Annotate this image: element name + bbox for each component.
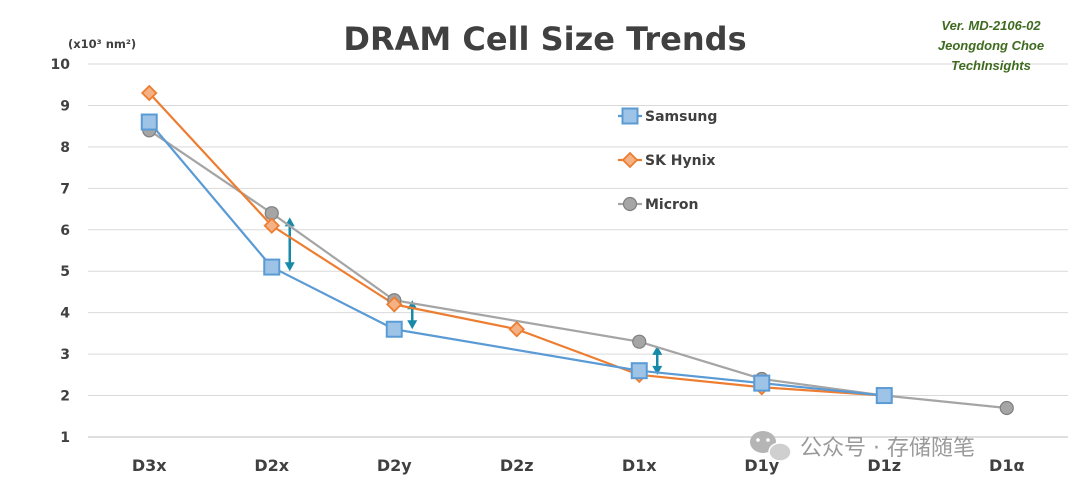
x-tick-label: D2z [500, 456, 534, 475]
gap-arrow-head-up [652, 345, 663, 355]
data-point-micron [632, 334, 647, 349]
watermark-text: 公众号 · 存储随笔 [800, 436, 975, 461]
gap-arrow-head-down [407, 320, 418, 330]
version-note: Ver. MD-2106-02 Jeongdong Choe TechInsig… [938, 18, 1044, 73]
legend: Samsung SK Hynix Micron [618, 107, 717, 213]
legend-label: Micron [645, 197, 699, 213]
x-tick-label: D1y [744, 456, 779, 475]
y-tick-label: 2 [60, 389, 70, 405]
y-tick-label: 10 [51, 57, 71, 73]
gap-arrow [652, 345, 663, 375]
chart-title: DRAM Cell Size Trends [343, 20, 746, 58]
legend-label: Samsung [645, 109, 717, 125]
x-tick-label: D2x [254, 456, 289, 475]
y-tick-label: 5 [60, 264, 70, 280]
axes: 1 2 3 4 5 6 7 8 9 10 D3x D2x D2y D2z D1x D1y D1z D1α [51, 57, 1025, 475]
x-tick-label: D3x [132, 456, 167, 475]
version-note-line: Jeongdong Choe [938, 38, 1044, 53]
legend-marker [621, 107, 639, 125]
data-point-micron [999, 400, 1014, 416]
legend-marker [622, 196, 638, 212]
legend-item-sk-hynix: SK Hynix [618, 151, 715, 169]
gridlines [88, 63, 1068, 438]
legend-item-micron: Micron [618, 196, 699, 213]
watermark: 公众号 · 存储随笔 [750, 431, 975, 462]
data-point-sk-hynix [508, 320, 526, 338]
gap-arrows [284, 217, 663, 375]
data-point-sk-hynix [140, 84, 158, 102]
data-point-samsung [140, 113, 158, 131]
data-point-sk-hynix [263, 217, 281, 234]
y-tick-label: 3 [60, 347, 70, 363]
x-tick-label: D2y [377, 456, 412, 475]
data-point-samsung [753, 374, 771, 392]
y-tick-label: 8 [60, 140, 70, 156]
y-tick-label: 4 [60, 306, 70, 322]
x-tick-label: D1α [989, 456, 1024, 475]
data-point-samsung [263, 258, 281, 276]
y-tick-label: 6 [60, 223, 70, 239]
y-tick-label: 1 [60, 430, 70, 446]
version-note-line: TechInsights [951, 58, 1031, 73]
y-tick-label: 9 [60, 98, 70, 114]
x-tick-label: D1z [867, 456, 901, 475]
series-lines [148, 92, 1007, 410]
series-line-samsung [148, 121, 885, 397]
x-tick-label: D1x [622, 456, 657, 475]
legend-item-samsung: Samsung [618, 107, 717, 125]
gap-arrow-head-down [284, 262, 295, 272]
legend-marker [621, 151, 639, 169]
data-point-samsung [630, 362, 648, 380]
data-point-samsung [875, 387, 893, 405]
y-axis-unit-label: (x10³ nm²) [68, 37, 136, 51]
data-point-samsung [385, 320, 403, 338]
wechat-icon [750, 431, 792, 462]
legend-label: SK Hynix [645, 153, 715, 169]
gap-arrow-head-down [652, 365, 663, 375]
version-note-line: Ver. MD-2106-02 [941, 18, 1041, 33]
y-tick-label: 7 [60, 181, 70, 197]
data-point-sk-hynix [385, 296, 403, 313]
series-markers [140, 84, 1014, 416]
